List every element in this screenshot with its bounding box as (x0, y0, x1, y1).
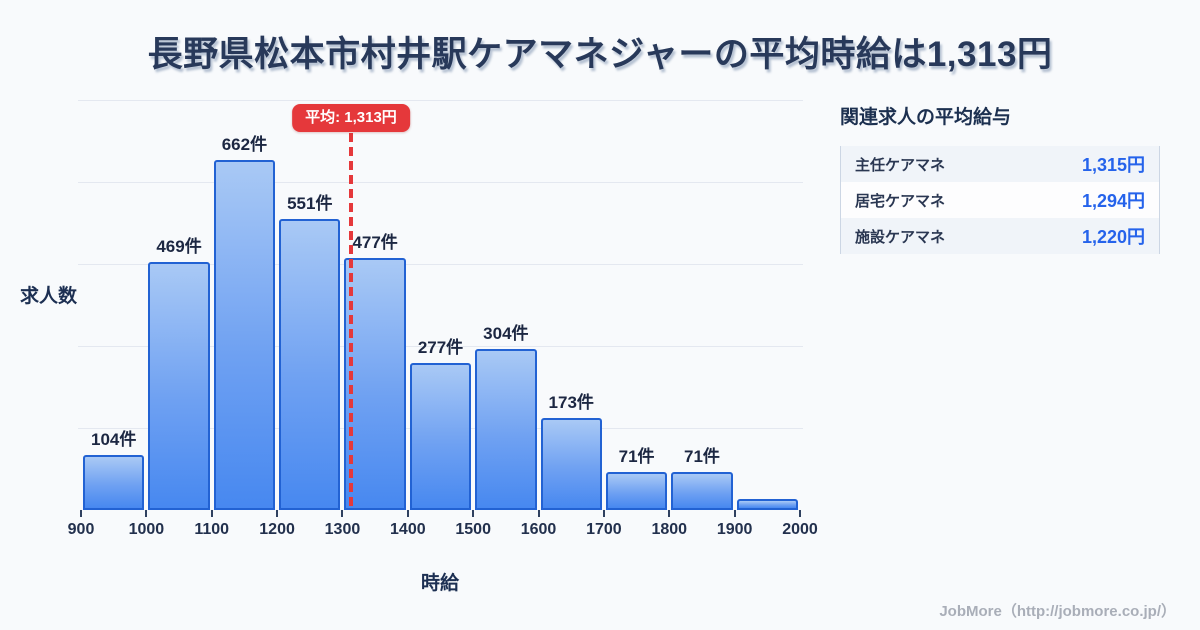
bar-value-label: 104件 (90, 429, 137, 449)
related-job-row: 居宅ケアマネ 1,294円 (841, 182, 1159, 218)
x-axis-tick (145, 510, 148, 517)
related-job-label: 主任ケアマネ (855, 156, 946, 174)
x-axis-tick-label: 1300 (324, 521, 361, 538)
x-axis-tick-label: 1100 (194, 521, 230, 538)
related-job-row: 主任ケアマネ 1,315円 (841, 146, 1159, 182)
bar-value-label: 173件 (548, 393, 594, 413)
histogram-plot-area: 104件 469件 662件 551件 477件 277件 304件 173件 71件 71件 90… (68, 100, 818, 538)
x-axis-tick-label: 1200 (259, 521, 295, 538)
bar-value-label: 277件 (417, 338, 464, 358)
x-axis-tick-label: 2000 (782, 521, 818, 538)
bar-value-label: 469件 (156, 236, 202, 256)
bar-value-label: 477件 (352, 232, 398, 252)
histogram-bar (475, 349, 537, 510)
gridline (78, 346, 803, 347)
related-job-wage: 1,220円 (1081, 227, 1145, 247)
related-jobs-table: 主任ケアマネ 1,315円居宅ケアマネ 1,294円施設ケアマネ 1,220円 (840, 146, 1160, 254)
related-job-row: 施設ケアマネ 1,220円 (841, 218, 1159, 254)
x-axis-tick (341, 510, 344, 517)
related-job-label: 施設ケアマネ (855, 228, 946, 246)
histogram-bar (540, 418, 602, 510)
related-job-wage: 1,315円 (1081, 155, 1145, 175)
bar-value-label: 71件 (618, 447, 655, 467)
x-axis-tick (733, 510, 736, 517)
x-axis-tick (799, 510, 801, 517)
x-axis-tick-label: 1600 (520, 521, 557, 538)
bar-value-label: 551件 (287, 193, 333, 213)
gridline (78, 264, 803, 265)
histogram-bar (279, 218, 341, 510)
page-title: 長野県松本市村井駅ケアマネジャーの平均時給は1,313円 (147, 35, 1053, 74)
x-axis-tick-label: 1400 (390, 521, 426, 538)
x-axis-tick-label: 1500 (455, 521, 491, 538)
average-wage-badge: 平均: 1,313円 (292, 104, 410, 132)
x-axis-tick-label: 1800 (651, 521, 688, 538)
site-credit: JobMore（http://jobmore.co.jp/） (939, 603, 1176, 620)
related-job-label: 居宅ケアマネ (855, 192, 946, 210)
histogram-bar (605, 472, 668, 510)
histogram-bar (736, 499, 798, 510)
related-job-wage: 1,294円 (1081, 191, 1145, 211)
x-axis-tick (668, 510, 671, 517)
histogram-bar (213, 159, 276, 510)
bar-value-label: 304件 (483, 324, 529, 344)
x-axis-tick (537, 510, 540, 517)
related-jobs-panel-title: 関連求人の平均給与 (840, 107, 1012, 128)
histogram-bar (671, 472, 733, 510)
histogram-bar (83, 454, 145, 510)
x-axis-tick (602, 510, 605, 517)
histogram-bar (409, 363, 472, 510)
bar-value-label: 71件 (683, 447, 720, 467)
bar-value-label: 662件 (221, 134, 268, 154)
histogram-bar (344, 257, 406, 510)
x-axis-tick-label: 900 (67, 521, 95, 538)
x-axis-tick-label: 1900 (716, 521, 753, 538)
x-axis-tick (406, 510, 409, 517)
x-axis-tick (80, 510, 82, 517)
x-axis-tick (472, 510, 475, 517)
y-axis-title: 求人数 (20, 286, 78, 307)
histogram-bar (148, 261, 210, 510)
x-axis-tick (276, 510, 279, 517)
gridline (78, 100, 803, 101)
x-axis-tick-label: 1700 (586, 521, 622, 538)
gridline (78, 182, 803, 183)
average-dashed-line (348, 133, 353, 510)
x-axis-tick-label: 1000 (128, 521, 165, 538)
x-axis-tick (210, 510, 213, 517)
x-axis-title: 時給 (420, 573, 460, 594)
